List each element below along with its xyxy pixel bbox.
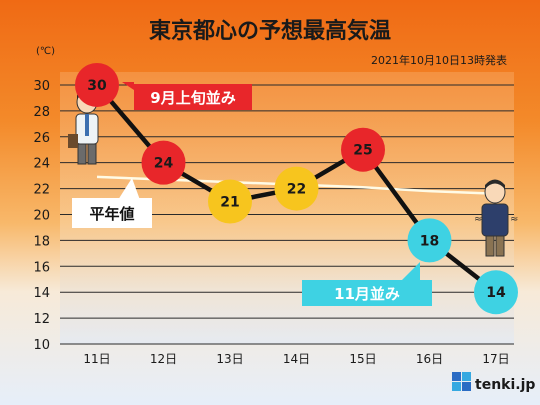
data-label: 24 [154,156,174,172]
y-tick-label: 22 [33,183,50,198]
cool-person-icon: ≈ ≈ [474,179,518,257]
y-tick-label: 10 [33,338,50,353]
data-points: 30 24 21 22 25 18 14 [75,62,518,315]
x-tick-label: 14日 [283,352,310,366]
data-label: 25 [353,143,372,159]
callout-september-label: 9月上旬並み [150,89,235,107]
chart-title: 東京都心の予想最高気温 [149,18,391,44]
x-tick-label: 12日 [150,352,177,366]
svg-text:≈: ≈ [474,214,482,225]
tenki-logo-icon [452,372,471,391]
x-axis-ticks: 11日 12日 13日 14日 15日 16日 17日 [83,352,509,366]
y-tick-label: 24 [33,157,50,172]
forecast-point [274,166,319,211]
forecast-point [75,62,119,107]
x-tick-label: 16日 [416,352,443,366]
x-tick-label: 11日 [83,352,110,366]
y-tick-label: 16 [33,260,50,275]
x-tick-label: 13日 [216,352,243,366]
svg-text:≈: ≈ [510,214,518,225]
y-tick-label: 14 [33,286,50,301]
data-label: 21 [220,195,239,211]
callout-normal: 平年値 [72,178,152,228]
grid-lines [60,84,514,345]
y-tick-label: 12 [33,312,50,327]
callout-november-label: 11月並み [334,285,400,303]
callout-september: 9月上旬並み [122,82,252,110]
forecast-point [141,140,186,185]
y-tick-label: 30 [33,79,50,94]
y-tick-label: 20 [33,208,50,223]
tenki-brand-text: tenki.jp [475,377,535,393]
y-axis-ticks: 10 12 14 16 18 20 22 24 26 28 30 [33,79,50,353]
forecast-point [208,179,252,224]
data-label: 30 [87,78,107,94]
callout-normal-label: 平年値 [89,205,134,223]
y-tick-label: 26 [33,131,50,146]
forecast-point [341,127,385,172]
x-tick-label: 17日 [482,352,509,366]
data-label: 14 [486,285,506,301]
callout-november: 11月並み [302,262,432,306]
data-label: 18 [420,233,439,249]
y-tick-label: 28 [33,105,50,120]
tenki-logo: tenki.jp [452,372,535,393]
y-axis-unit: (℃) [36,46,55,57]
x-tick-label: 15日 [349,352,376,366]
forecast-point [407,218,452,263]
issued-timestamp: 2021年10月10日13時発表 [371,53,507,67]
data-label: 22 [287,182,306,198]
forecast-point [474,270,518,315]
y-tick-label: 18 [33,234,50,249]
